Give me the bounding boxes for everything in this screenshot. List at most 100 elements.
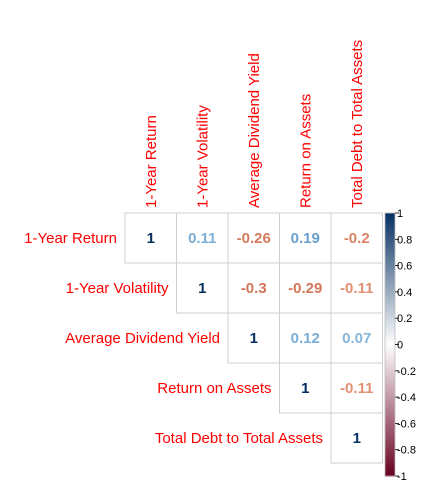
column-label-2: Average Dividend Yield xyxy=(246,53,263,208)
cell-value-0-0: 1 xyxy=(147,230,155,247)
colorbar-segment xyxy=(385,278,395,282)
colorbar-segment xyxy=(385,404,395,409)
colorbar-segment xyxy=(385,412,395,417)
colorbar-segment xyxy=(385,439,395,443)
colorbar-segment xyxy=(385,310,395,314)
colorbar-segment xyxy=(385,289,395,293)
colorbar-segment xyxy=(385,213,395,217)
row-label-2: Average Dividend Yield xyxy=(65,330,220,347)
colorbar-segment xyxy=(385,318,395,322)
row-label-3: Return on Assets xyxy=(157,380,271,397)
colorbar-tick-label: -0.6 xyxy=(397,418,416,430)
colorbar-tick-label: -0.8 xyxy=(397,445,416,457)
colorbar-segment xyxy=(385,276,395,280)
colorbar-tick-label: 0 xyxy=(397,340,403,352)
colorbar-segment xyxy=(385,305,395,309)
cell-value-1-2: -0.3 xyxy=(241,280,267,297)
colorbar-segment xyxy=(385,281,395,285)
colorbar-segment xyxy=(385,362,395,367)
colorbar-segment xyxy=(385,465,395,469)
colorbar-segment xyxy=(385,410,395,414)
colorbar-segment xyxy=(385,418,395,422)
colorbar-segment xyxy=(385,265,395,269)
colorbar-segment xyxy=(385,457,395,461)
colorbar-segment xyxy=(385,407,395,411)
cell-0-2 xyxy=(227,212,280,264)
cell-value-0-1: 0.11 xyxy=(188,230,216,247)
colorbar-tick-label: 0.6 xyxy=(397,261,412,273)
colorbar-segment xyxy=(385,270,395,275)
colorbar-segment xyxy=(385,299,395,304)
colorbar-segment xyxy=(385,454,395,459)
colorbar-segment xyxy=(385,355,395,359)
colorbar-segment xyxy=(385,257,395,261)
row-label-1: 1-Year Volatility xyxy=(66,280,169,297)
colorbar-segment xyxy=(385,234,395,238)
colorbar-segment xyxy=(385,394,395,398)
cell-value-2-3: 0.12 xyxy=(291,330,320,347)
cell-1-1 xyxy=(176,262,229,314)
column-label-0: 1-Year Return xyxy=(143,115,160,208)
colorbar-segment xyxy=(385,431,395,435)
cell-value-3-3: 1 xyxy=(301,380,309,397)
colorbar-segment xyxy=(385,447,395,451)
cell-3-3 xyxy=(279,362,332,414)
colorbar-segment xyxy=(385,420,395,424)
colorbar-tick-label: 0.4 xyxy=(397,287,412,299)
colorbar-segment xyxy=(385,376,395,380)
colorbar-segment xyxy=(385,391,395,396)
cell-value-0-2: -0.26 xyxy=(237,230,271,247)
colorbar: 1 0.8 0.6 0.4 0.2 0 -0.2 -0.4 -0.6 -0.8 -1 xyxy=(384,208,416,483)
colorbar-segment xyxy=(385,441,395,446)
cell-value-1-3: -0.29 xyxy=(288,280,322,297)
cell-2-2 xyxy=(227,312,280,364)
colorbar-segment xyxy=(385,444,395,448)
colorbar-segment xyxy=(385,360,395,364)
colorbar-segment xyxy=(385,323,395,327)
colorbar-segment xyxy=(385,470,395,474)
colorbar-segment xyxy=(385,386,395,390)
cell-1-3 xyxy=(279,262,332,314)
colorbar-segment xyxy=(385,249,395,254)
colorbar-segment xyxy=(385,415,395,419)
cell-0-0 xyxy=(124,212,177,264)
colorbar-tick-label: 1 xyxy=(397,208,403,220)
colorbar-segment xyxy=(385,228,395,233)
colorbar-segment xyxy=(385,297,395,301)
cell-value-4-4: 1 xyxy=(353,430,361,447)
colorbar-segment xyxy=(385,218,395,222)
colorbar-segment xyxy=(385,397,395,401)
column-label-4: Total Debt to Total Assets xyxy=(349,40,366,208)
colorbar-segment xyxy=(385,460,395,464)
colorbar-tick-label: -0.4 xyxy=(397,392,416,404)
colorbar-segment xyxy=(385,307,395,311)
colorbar-segment xyxy=(385,260,395,264)
colorbar-segment xyxy=(385,473,395,477)
cell-value-2-2: 1 xyxy=(250,330,258,347)
colorbar-segment xyxy=(385,328,395,332)
colorbar-segment xyxy=(385,365,395,369)
colorbar-segment xyxy=(385,294,395,298)
colorbar-segment xyxy=(385,462,395,467)
cell-2-4 xyxy=(330,312,383,364)
colorbar-segment xyxy=(385,220,395,225)
colorbar-segment xyxy=(385,423,395,427)
colorbar-segment xyxy=(385,349,395,353)
colorbar-segment xyxy=(385,231,395,235)
cells-layer: 1 0.11 -0.26 0.19 -0.2 1 -0.3 -0.29 -0.11 1 0.12 0.… xyxy=(147,230,374,447)
colorbar-segment xyxy=(385,262,395,267)
grid-layer xyxy=(124,212,383,464)
cell-0-1 xyxy=(176,212,229,264)
colorbar-tick-label: -1 xyxy=(397,471,407,483)
colorbar-segment xyxy=(385,341,395,346)
column-label-3: Return on Assets xyxy=(297,94,314,208)
colorbar-segment xyxy=(385,449,395,453)
cell-value-1-1: 1 xyxy=(198,280,206,297)
colorbar-segment xyxy=(385,373,395,377)
colorbar-segment xyxy=(385,428,395,432)
colorbar-segment xyxy=(385,241,395,246)
colorbar-segment xyxy=(385,426,395,430)
colorbar-segment xyxy=(385,331,395,335)
colorbar-segment xyxy=(385,226,395,230)
colorbar-segment xyxy=(385,468,395,472)
